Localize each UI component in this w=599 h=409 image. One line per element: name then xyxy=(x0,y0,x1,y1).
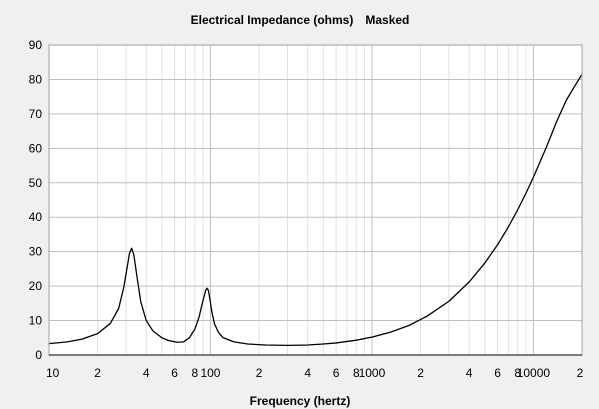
y-tick-label: 30 xyxy=(29,245,43,259)
y-tick-label: 80 xyxy=(29,72,43,86)
x-tick-label: 10000 xyxy=(517,366,551,380)
chart-title-main: Electrical Impedance (ohms) xyxy=(191,13,354,27)
x-tick-label: 2 xyxy=(417,366,424,380)
y-tick-label: 50 xyxy=(29,176,43,190)
x-tick-label: 6 xyxy=(171,366,178,380)
x-tick-label: 8 xyxy=(191,366,198,380)
x-tick-label: 8 xyxy=(514,366,521,380)
x-tick-label: 10 xyxy=(46,366,60,380)
chart-title-suffix: Masked xyxy=(365,13,409,27)
x-tick-label: 4 xyxy=(143,366,150,380)
chart-title: Electrical Impedance (ohms) Masked xyxy=(191,13,410,27)
impedance-series-line xyxy=(48,73,583,347)
y-tick-label: 10 xyxy=(29,314,43,328)
y-tick-labels: 0 10 20 30 40 50 60 70 80 90 xyxy=(29,38,43,362)
x-tick-label: 6 xyxy=(333,366,340,380)
y-tick-label: 70 xyxy=(29,107,43,121)
axis-layer xyxy=(48,44,583,356)
y-tick-label: 20 xyxy=(29,279,43,293)
x-tick-label: 2 xyxy=(256,366,263,380)
x-tick-label: 4 xyxy=(466,366,473,380)
x-tick-label: 8 xyxy=(353,366,360,380)
x-tick-label: 1000 xyxy=(359,366,386,380)
x-tick-label: 6 xyxy=(494,366,501,380)
grid-lines xyxy=(49,45,582,355)
series-layer xyxy=(48,73,583,347)
y-tick-label: 60 xyxy=(29,141,43,155)
y-tick-label: 40 xyxy=(29,210,43,224)
y-tick-label: 90 xyxy=(29,38,43,52)
x-tick-label: 100 xyxy=(200,366,220,380)
x-tick-label: 2 xyxy=(94,366,101,380)
x-tick-label: 4 xyxy=(304,366,311,380)
plot-area xyxy=(49,45,582,355)
y-tick-label: 0 xyxy=(35,348,42,362)
x-tick-label: 2 xyxy=(577,366,584,380)
x-axis-label: Frequency (hertz) xyxy=(250,394,351,408)
